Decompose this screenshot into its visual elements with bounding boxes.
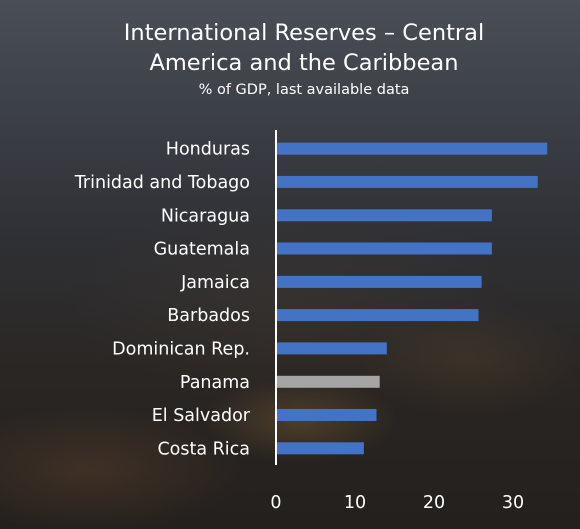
category-label-0: Honduras	[166, 140, 250, 160]
category-label-8: El Salvador	[152, 406, 251, 426]
bar-6	[277, 342, 387, 354]
x-tick-label-3: 30	[502, 493, 524, 513]
bar-0	[277, 143, 547, 155]
category-label-3: Guatemala	[154, 240, 250, 260]
x-tick-label-1: 10	[344, 493, 366, 513]
category-label-2: Nicaragua	[161, 206, 250, 226]
category-label-4: Jamaica	[180, 273, 250, 293]
category-label-6: Dominican Rep.	[112, 339, 250, 359]
bar-5	[277, 309, 479, 321]
bar-7	[277, 376, 380, 388]
bar-2	[277, 209, 492, 221]
category-label-9: Costa Rica	[157, 439, 250, 459]
bar-8	[277, 409, 377, 421]
category-label-5: Barbados	[167, 306, 250, 326]
bar-9	[277, 442, 364, 454]
bar-3	[277, 243, 492, 255]
bar-4	[277, 276, 482, 288]
bar-1	[277, 176, 538, 188]
category-label-1: Trinidad and Tobago	[74, 173, 250, 193]
x-tick-label-0: 0	[270, 493, 281, 513]
category-label-7: Panama	[180, 373, 250, 393]
x-tick-label-2: 20	[423, 493, 445, 513]
